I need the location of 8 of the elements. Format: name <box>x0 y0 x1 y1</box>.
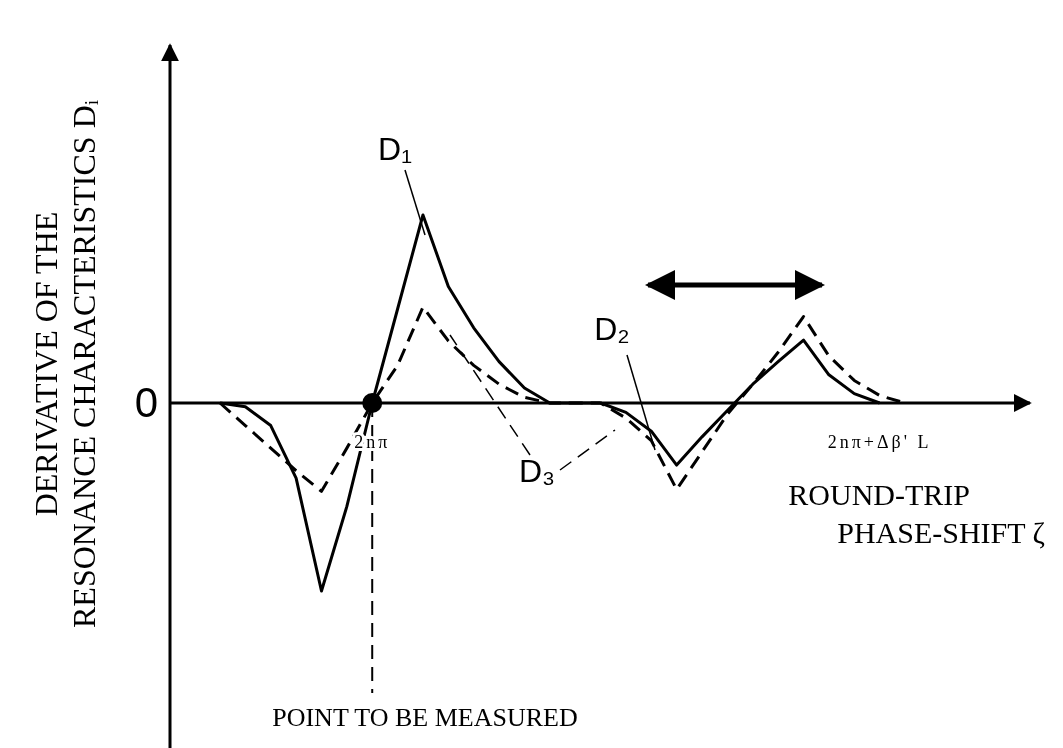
series-label: D₁ <box>378 131 412 167</box>
ref-line-label: POINT TO BE MEASURED <box>272 703 578 732</box>
x-tick-label: 2nπ+Δβ' L <box>827 432 932 452</box>
legend-label: D₃ <box>518 453 556 489</box>
text: 0 <box>134 379 158 426</box>
series-label: D₂ <box>594 311 630 347</box>
y-axis-title: DERIVATIVE OF THE RESONANCE CHARACTERISTICS Dᵢ <box>28 100 102 628</box>
x-axis-title: ROUND-TRIP PHASE-SHIFT ζ <box>788 478 1045 549</box>
